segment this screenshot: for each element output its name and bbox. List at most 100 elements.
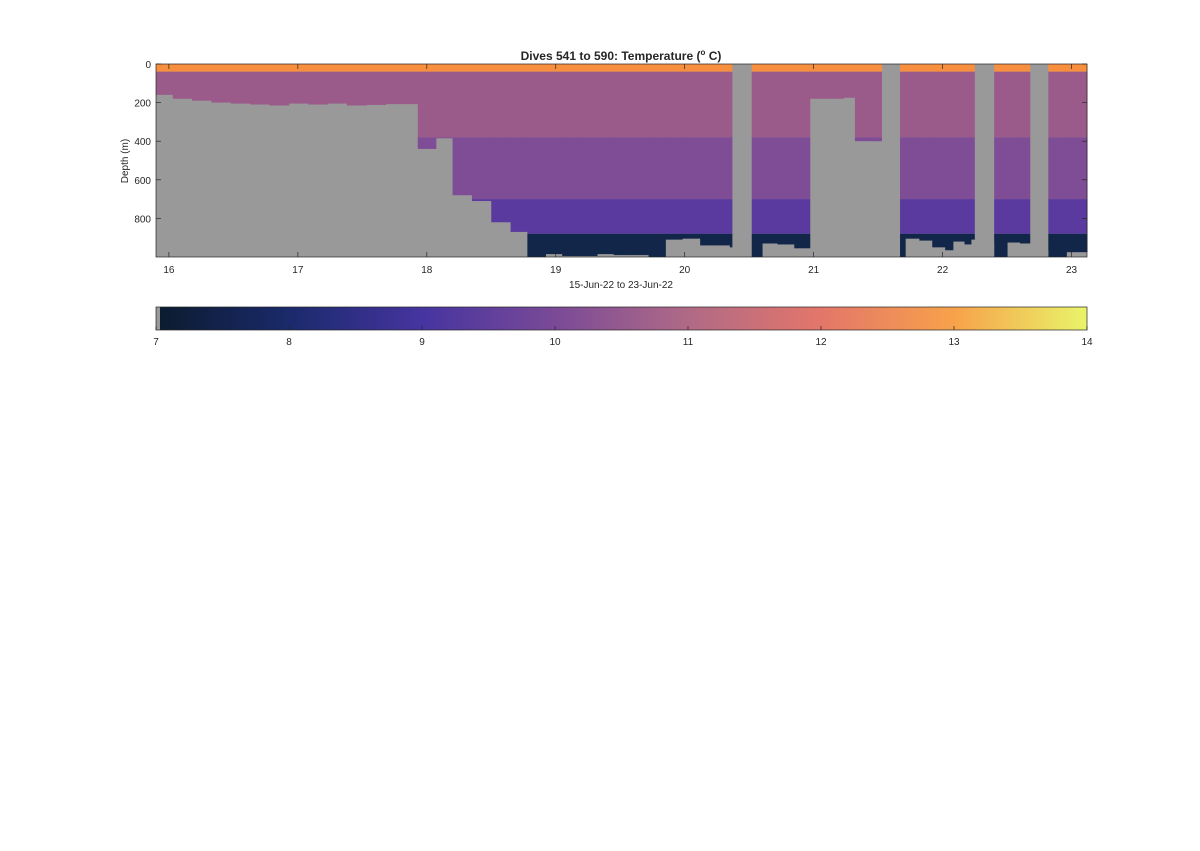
mid-layer <box>630 137 650 200</box>
profile-column <box>471 64 492 202</box>
profile-column <box>665 64 683 240</box>
surface-warm-layer <box>945 64 954 72</box>
deepest-layer <box>527 233 546 257</box>
upper-layer <box>952 71 965 138</box>
deepest-layer <box>1007 233 1021 243</box>
surface-warm-layer <box>952 64 965 72</box>
profile-column <box>435 64 454 139</box>
upper-layer <box>777 71 795 138</box>
surface-warm-layer <box>562 64 580 72</box>
profile-column <box>1077 64 1088 253</box>
profile-column <box>826 64 844 99</box>
mid-layer <box>1077 137 1088 200</box>
upper-layer <box>545 71 563 138</box>
deepest-layer <box>562 233 580 257</box>
x-tick-label: 19 <box>550 265 562 276</box>
profile-column <box>527 64 546 257</box>
deep-layer <box>700 199 718 234</box>
deepest-layer <box>700 233 718 246</box>
surface-warm-layer <box>700 64 718 72</box>
mid-layer <box>700 137 718 200</box>
surface-warm-layer <box>809 64 828 72</box>
upper-layer <box>682 71 701 138</box>
surface-warm-layer <box>994 64 1008 72</box>
deepest-layer <box>682 233 701 239</box>
surface-warm-layer <box>1007 64 1021 72</box>
surface-warm-layer <box>742 64 763 72</box>
no-data-gap <box>881 64 901 257</box>
deepest-layer <box>630 233 650 256</box>
deep-layer <box>597 199 615 234</box>
upper-layer <box>327 71 348 104</box>
profile-column <box>1007 64 1021 243</box>
profile-column <box>854 64 877 142</box>
x-tick-label: 22 <box>937 265 949 276</box>
profile-column <box>762 64 779 244</box>
x-tick-label: 21 <box>808 265 820 276</box>
mid-layer <box>452 137 473 196</box>
surface-warm-layer <box>398 64 419 72</box>
deepest-layer <box>932 233 946 248</box>
chart-title-end: C) <box>705 49 721 63</box>
upper-layer <box>762 71 779 138</box>
profile-column <box>398 64 419 105</box>
surface-warm-layer <box>366 64 387 72</box>
profile-column <box>716 64 731 246</box>
no-data-gap <box>974 64 995 257</box>
upper-layer <box>1048 71 1067 138</box>
deep-layer <box>777 199 795 234</box>
mid-layer <box>919 137 933 200</box>
upper-layer <box>945 71 954 138</box>
deep-layer <box>562 199 580 234</box>
deep-layer <box>630 199 650 234</box>
deepest-layer <box>578 233 598 257</box>
mid-layer <box>491 137 512 200</box>
deepest-layer <box>919 233 933 241</box>
y-tick-label: 0 <box>145 60 151 71</box>
deepest-layer <box>1048 233 1067 257</box>
deepest-layer <box>597 233 615 255</box>
upper-layer <box>385 71 399 105</box>
upper-layer <box>994 71 1008 138</box>
mid-layer <box>578 137 598 200</box>
upper-layer <box>250 71 270 105</box>
surface-warm-layer <box>471 64 492 72</box>
upper-layer <box>716 71 731 138</box>
surface-warm-layer <box>762 64 779 72</box>
surface-warm-layer <box>1019 64 1036 72</box>
upper-layer <box>578 71 598 138</box>
deepest-layer <box>665 233 683 240</box>
deep-layer <box>994 199 1008 234</box>
chart-title-main: Dives 541 to 590: Temperature ( <box>521 49 701 63</box>
profile-column <box>905 64 920 239</box>
surface-warm-layer <box>932 64 946 72</box>
mid-layer <box>613 137 632 200</box>
profile-column <box>1048 64 1067 257</box>
deep-layer <box>762 199 779 234</box>
surface-warm-layer <box>269 64 290 72</box>
surface-warm-layer <box>510 64 528 72</box>
mid-layer <box>417 137 437 149</box>
mid-layer <box>952 137 965 200</box>
y-tick-label: 200 <box>134 99 151 110</box>
deep-layer <box>919 199 933 234</box>
deepest-layer <box>716 233 731 246</box>
y-axis: 0 200 400 600 800 <box>134 60 1087 225</box>
upper-layer <box>288 71 309 104</box>
colorbar-no-data-swatch <box>156 307 160 330</box>
surface-warm-layer <box>1077 64 1088 72</box>
upper-layer <box>211 71 232 103</box>
colorbar-tick-label: 11 <box>683 337 694 348</box>
colorbar-tick-label: 9 <box>419 337 425 348</box>
upper-layer <box>452 71 473 138</box>
profile-column <box>630 64 650 256</box>
deepest-layer <box>777 233 795 245</box>
upper-layer <box>1007 71 1021 138</box>
mid-layer <box>762 137 779 200</box>
upper-layer <box>491 71 512 138</box>
profile-column <box>932 64 946 248</box>
deepest-layer <box>905 233 920 239</box>
upper-layer <box>613 71 632 138</box>
mid-layer <box>964 137 972 200</box>
mid-layer <box>682 137 701 200</box>
